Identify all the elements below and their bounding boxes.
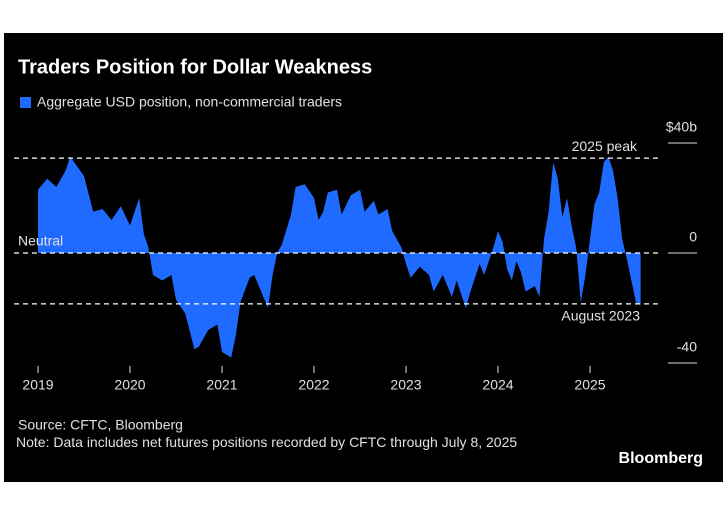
legend-label: Aggregate USD position, non-commercial t… — [37, 94, 342, 110]
annotation-label: 2025 peak — [572, 138, 638, 154]
x-tick-label: 2021 — [206, 377, 237, 393]
x-tick-label: 2025 — [574, 377, 605, 393]
note-box: Note: Data includes net futures position… — [16, 434, 518, 450]
source: Source: CFTC, Bloomberg — [18, 417, 183, 433]
annotation-label: Neutral — [18, 233, 63, 249]
x-tick-label: 2023 — [390, 377, 421, 393]
legend-swatch — [20, 97, 31, 108]
x-tick-label: 2022 — [298, 377, 329, 393]
x-tick-label: 2019 — [22, 377, 53, 393]
x-tick-label: 2024 — [482, 377, 513, 393]
area — [38, 156, 641, 358]
annotation-label: August 2023 — [561, 308, 640, 324]
x-tick-label: 2020 — [114, 377, 145, 393]
chart-title: Traders Position for Dollar Weakness — [18, 56, 372, 78]
y-tick-label: $40b — [666, 119, 697, 135]
y-tick-label: -40 — [677, 339, 697, 355]
panel — [4, 33, 723, 482]
y-tick-label: 0 — [689, 229, 697, 245]
brand: Bloomberg — [619, 450, 703, 467]
note: Note: Data includes net futures position… — [16, 434, 518, 450]
